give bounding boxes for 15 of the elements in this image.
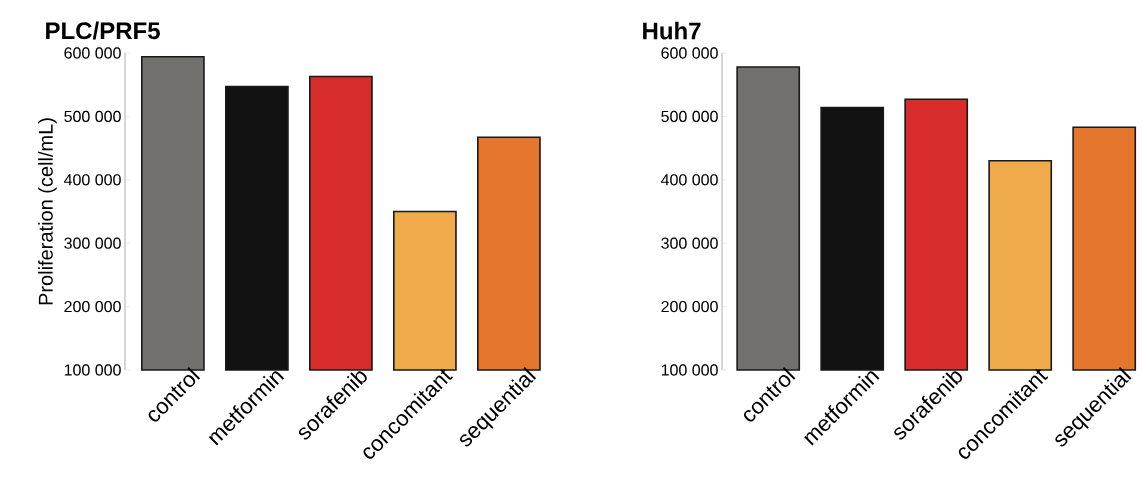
y-tick-label: 100 000 <box>64 364 121 376</box>
y-tick-label: 200 000 <box>64 300 121 313</box>
chart-title: PLC/PRF5 <box>46 21 160 40</box>
y-tick-label: 400 000 <box>64 174 121 186</box>
y-tick-label: 600 000 <box>64 47 121 59</box>
chart-title: Huh7 <box>643 21 701 40</box>
y-tick-label: 200 000 <box>661 300 718 313</box>
y-tick-label: 100 000 <box>661 364 718 376</box>
y-tick-label: 500 000 <box>64 110 121 123</box>
y-tick-label: 300 000 <box>661 237 718 249</box>
y-tick-label: 500 000 <box>661 110 718 123</box>
y-tick-label: 400 000 <box>661 174 718 186</box>
y-axis-title: Proliferation (cell/mL) <box>38 118 57 305</box>
y-tick-label: 600 000 <box>661 47 718 59</box>
y-tick-label: 300 000 <box>64 237 121 249</box>
